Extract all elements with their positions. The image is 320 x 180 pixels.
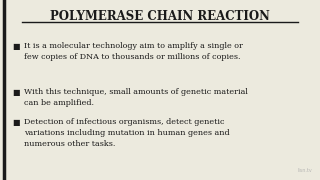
Text: It is a molecular technology aim to amplify a single or
few copies of DNA to tho: It is a molecular technology aim to ampl… bbox=[24, 42, 243, 61]
Text: ■: ■ bbox=[12, 118, 20, 127]
Text: ■: ■ bbox=[12, 88, 20, 97]
Text: ■: ■ bbox=[12, 42, 20, 51]
Text: With this technique, small amounts of genetic material
can be amplified.: With this technique, small amounts of ge… bbox=[24, 88, 248, 107]
Text: POLYMERASE CHAIN REACTION: POLYMERASE CHAIN REACTION bbox=[50, 10, 270, 22]
Text: lisn.tv: lisn.tv bbox=[297, 168, 312, 173]
Text: Detection of infectious organisms, detect genetic
variations including mutation : Detection of infectious organisms, detec… bbox=[24, 118, 230, 148]
